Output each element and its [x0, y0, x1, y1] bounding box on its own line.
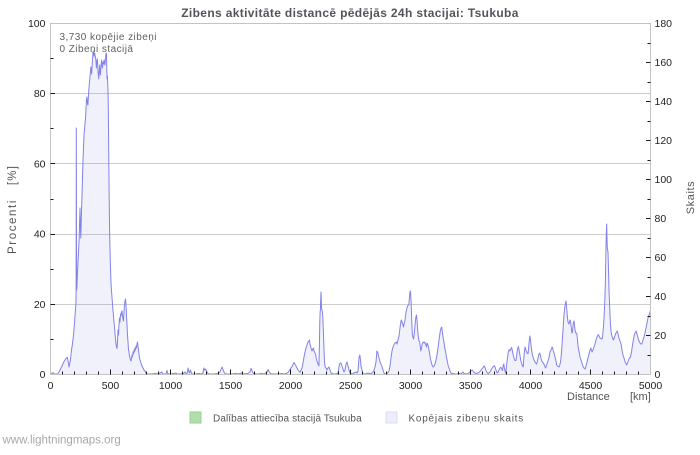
- svg-text:Kopējais zibeņu skaits: Kopējais zibeņu skaits: [409, 413, 524, 424]
- svg-text:500: 500: [102, 380, 120, 392]
- svg-text:20: 20: [655, 330, 667, 342]
- svg-text:140: 140: [655, 96, 673, 108]
- svg-text:180: 180: [655, 18, 673, 30]
- svg-text:0 Zibeņi stacijā: 0 Zibeņi stacijā: [60, 44, 134, 55]
- svg-text:Procenti: Procenti: [7, 199, 19, 254]
- svg-text:[%]: [%]: [7, 165, 19, 185]
- svg-text:5000: 5000: [639, 380, 663, 392]
- svg-text:0: 0: [48, 380, 54, 392]
- svg-text:3000: 3000: [399, 380, 423, 392]
- svg-text:3500: 3500: [459, 380, 483, 392]
- svg-text:Skaits: Skaits: [685, 181, 697, 215]
- svg-text:100: 100: [28, 18, 46, 30]
- svg-text:Distance: Distance: [567, 391, 610, 403]
- svg-text:60: 60: [34, 158, 46, 170]
- svg-text:1500: 1500: [219, 380, 243, 392]
- svg-text:2000: 2000: [279, 380, 303, 392]
- svg-text:60: 60: [655, 252, 667, 264]
- svg-text:120: 120: [655, 135, 673, 147]
- svg-text:www.lightningmaps.org: www.lightningmaps.org: [2, 435, 121, 447]
- svg-text:0: 0: [655, 369, 661, 381]
- svg-text:40: 40: [34, 229, 46, 241]
- svg-text:1000: 1000: [159, 380, 183, 392]
- svg-text:2500: 2500: [339, 380, 363, 392]
- svg-text:80: 80: [655, 213, 667, 225]
- svg-text:[km]: [km]: [630, 391, 651, 403]
- svg-text:4000: 4000: [519, 380, 543, 392]
- svg-text:160: 160: [655, 57, 673, 69]
- svg-text:80: 80: [34, 88, 46, 100]
- svg-text:0: 0: [40, 369, 46, 381]
- svg-text:20: 20: [34, 299, 46, 311]
- svg-text:40: 40: [655, 291, 667, 303]
- svg-text:Dalības attiecība stacijā Tsuk: Dalības attiecība stacijā Tsukuba: [213, 413, 362, 424]
- svg-text:4500: 4500: [579, 380, 603, 392]
- svg-text:100: 100: [655, 174, 673, 186]
- svg-text:3,730 kopējie zibeņi: 3,730 kopējie zibeņi: [60, 32, 157, 43]
- svg-text:Zibens aktivitāte distancē pēd: Zibens aktivitāte distancē pēdējās 24h s…: [181, 6, 519, 20]
